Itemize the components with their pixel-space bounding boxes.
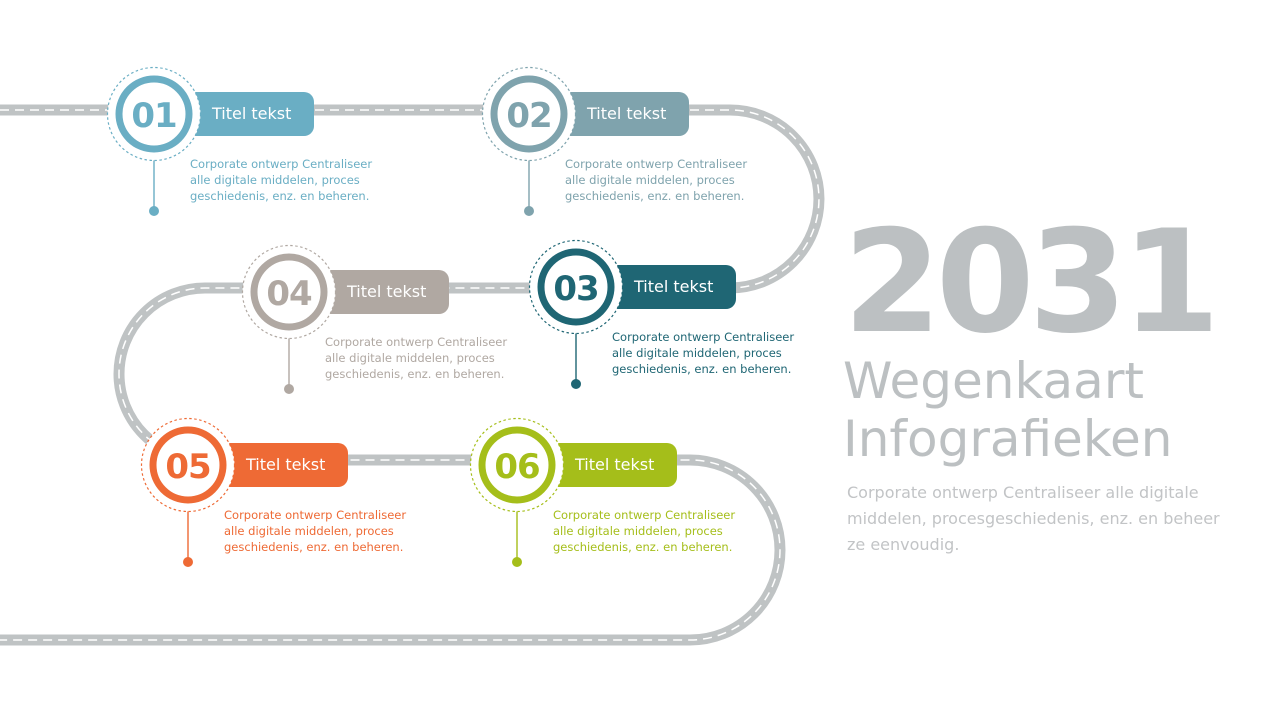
milestone-title: Titel tekst — [565, 92, 689, 136]
milestone-number: 04 — [266, 274, 312, 314]
milestone-description: Corporate ontwerp Centraliseer alle digi… — [224, 508, 407, 554]
milestone-dot — [512, 557, 522, 567]
milestone-title: Titel tekst — [325, 270, 449, 314]
subtitle: Corporate ontwerp Centraliseer alle digi… — [847, 483, 1220, 554]
milestone-number: 05 — [165, 447, 210, 487]
milestone-badge: 03 — [528, 239, 624, 335]
road-center-line — [0, 109, 820, 641]
milestone-dot — [149, 206, 159, 216]
milestone-dot — [524, 206, 534, 216]
milestone-stem — [528, 158, 530, 211]
milestone-number: 03 — [553, 269, 598, 309]
milestone-title: Titel tekst — [612, 265, 736, 309]
milestone-description: Corporate ontwerp Centraliseer alle digi… — [190, 157, 373, 203]
milestone-title: Titel tekst — [224, 443, 348, 487]
milestone-description: Corporate ontwerp Centraliseer alle digi… — [565, 157, 748, 203]
milestone-stem — [575, 331, 577, 384]
milestone-number: 06 — [494, 447, 539, 487]
milestone-stem — [153, 158, 155, 211]
page-title: Wegenkaart Infografieken — [843, 352, 1172, 468]
milestone-number: 01 — [131, 96, 176, 136]
year-heading: 2031 — [843, 200, 1220, 365]
milestone-dot — [183, 557, 193, 567]
milestone-description: Corporate ontwerp Centraliseer alle digi… — [553, 508, 736, 554]
milestone-dot — [571, 379, 581, 389]
title-line-1: Wegenkaart — [843, 352, 1144, 410]
milestone-title: Titel tekst — [553, 443, 677, 487]
milestone-badge: 01 — [106, 66, 202, 162]
milestone-description: Corporate ontwerp Centraliseer alle digi… — [325, 335, 508, 381]
milestone-badge: 06 — [469, 417, 565, 513]
milestone-stem — [516, 509, 518, 562]
milestone-badge: 05 — [140, 417, 236, 513]
milestone-stem — [187, 509, 189, 562]
milestone-number: 02 — [506, 96, 551, 136]
milestone-badge: 02 — [481, 66, 577, 162]
milestone-title: Titel tekst — [190, 92, 314, 136]
milestone-stem — [288, 336, 290, 389]
milestone-dot — [284, 384, 294, 394]
title-line-2: Infografieken — [843, 410, 1173, 468]
milestone-description: Corporate ontwerp Centraliseer alle digi… — [612, 330, 795, 376]
milestone-badge: 04 — [241, 244, 337, 340]
